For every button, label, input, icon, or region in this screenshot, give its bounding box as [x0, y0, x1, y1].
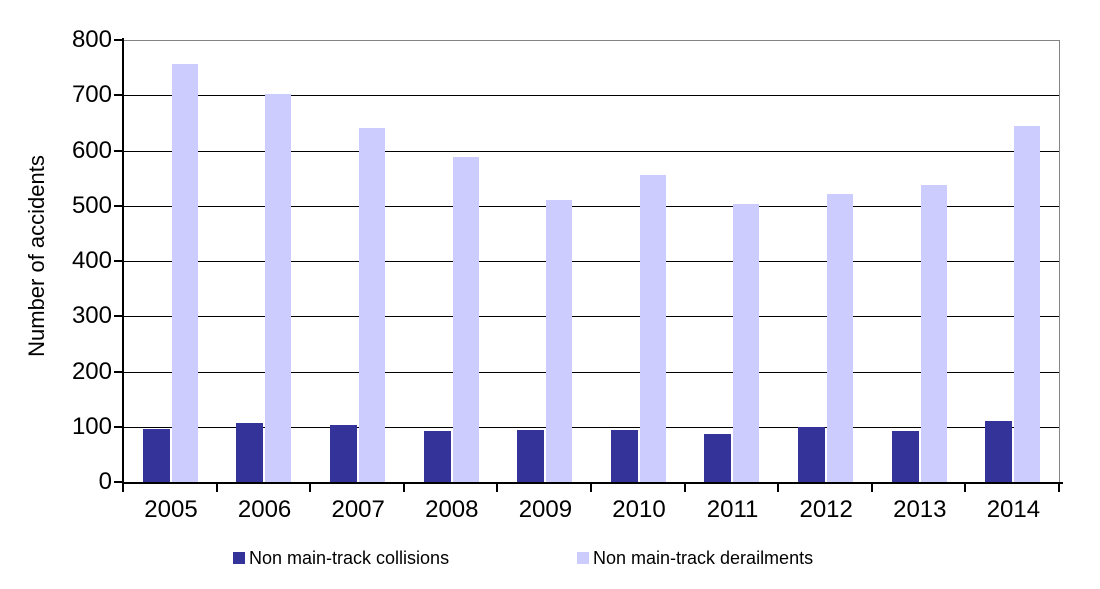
y-tick-0 [114, 481, 122, 483]
x-tick-8 [870, 484, 873, 492]
bar-collisions-2007 [330, 425, 357, 482]
gridline-500 [124, 205, 1059, 207]
y-axis-title: Number of accidents [24, 155, 49, 357]
x-label-2012: 2012 [799, 496, 853, 523]
y-tick-label-100: 100 [71, 412, 112, 440]
y-tick-300 [114, 315, 122, 318]
bar-derailments-2010 [639, 175, 666, 482]
y-tick-500 [114, 204, 122, 207]
x-label-2009: 2009 [518, 496, 573, 523]
x-tick-6 [683, 484, 686, 492]
gridline-200 [124, 371, 1059, 373]
bar-derailments-2007 [359, 128, 385, 482]
x-axis-line [122, 482, 1063, 484]
gridline-700 [124, 95, 1059, 97]
y-tick-label-300: 300 [71, 302, 112, 330]
y-tick-label-800: 800 [71, 26, 112, 53]
gridline-400 [124, 261, 1059, 262]
y-axis-line [122, 38, 124, 484]
x-label-2008: 2008 [425, 496, 479, 523]
x-label-2005: 2005 [144, 496, 198, 523]
y-tick-label-500: 500 [71, 191, 112, 219]
x-tick-0 [122, 484, 124, 492]
bar-collisions-2011 [704, 434, 732, 482]
x-tick-7 [777, 484, 780, 492]
y-tick-label-200: 200 [71, 357, 112, 385]
bar-derailments-2012 [827, 194, 853, 482]
legend-item-collisions: Non main-track collisions [233, 546, 449, 570]
gridline-600 [124, 150, 1059, 152]
bar-collisions-2012 [798, 427, 825, 482]
bar-collisions-2010 [610, 430, 638, 482]
bar-collisions-2014 [985, 421, 1013, 482]
bar-derailments-2008 [452, 157, 479, 482]
legend-label-derailments: Non main-track derailments [593, 547, 814, 568]
y-tick-label-400: 400 [71, 247, 112, 274]
y-tick-label-600: 600 [71, 136, 112, 164]
x-label-2006: 2006 [237, 496, 292, 523]
bar-collisions-2006 [236, 423, 264, 482]
x-label-2010: 2010 [612, 496, 666, 523]
y-tick-label-700: 700 [71, 81, 112, 109]
bar-collisions-2008 [423, 431, 451, 482]
bar-collisions-2009 [517, 430, 545, 482]
gridline-100 [124, 426, 1059, 428]
y-tick-400 [114, 260, 122, 262]
bar-derailments-2014 [1014, 126, 1041, 482]
y-tick-label-0: 0 [98, 468, 112, 495]
x-label-2014: 2014 [986, 496, 1041, 523]
plot-area [124, 40, 1060, 482]
bar-derailments-2013 [920, 185, 947, 482]
bar-derailments-2005 [171, 64, 198, 482]
bar-collisions-2005 [142, 429, 170, 482]
x-label-2013: 2013 [893, 496, 947, 523]
legend-label-collisions: Non main-track collisions [249, 547, 450, 568]
gridline-300 [124, 316, 1059, 318]
y-tick-600 [114, 149, 122, 152]
x-label-2007: 2007 [331, 496, 385, 523]
x-tick-3 [402, 484, 405, 492]
y-tick-100 [114, 425, 122, 428]
bar-derailments-2009 [546, 200, 573, 482]
bar-derailments-2006 [265, 94, 292, 482]
x-tick-9 [964, 484, 967, 492]
x-tick-10 [1058, 484, 1060, 492]
x-label-2011: 2011 [706, 496, 759, 523]
y-tick-800 [114, 39, 122, 41]
y-tick-700 [114, 94, 122, 97]
x-tick-5 [590, 484, 592, 492]
bar-derailments-2011 [733, 204, 760, 482]
y-tick-200 [114, 370, 122, 373]
legend-swatch-collisions [233, 552, 245, 564]
bar-collisions-2013 [891, 431, 919, 482]
legend-swatch-derailments [577, 552, 589, 564]
x-tick-1 [215, 484, 218, 492]
x-tick-2 [309, 484, 312, 492]
x-tick-4 [496, 484, 499, 492]
legend-item-derailments: Non main-track derailments [577, 546, 813, 570]
